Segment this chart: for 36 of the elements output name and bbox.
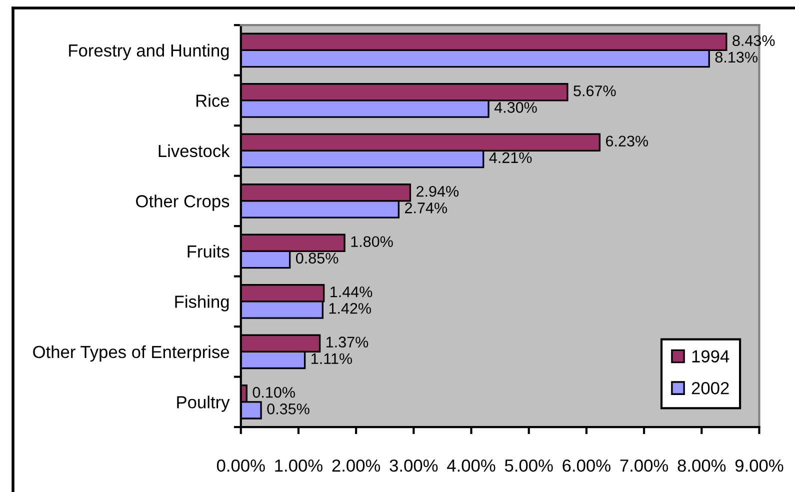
x-tick-label: 6.00% [562, 459, 610, 472]
data-label: 0.10% [252, 386, 295, 398]
x-tick-label: 7.00% [620, 459, 668, 472]
x-tick-label: 9.00% [735, 459, 784, 472]
y-tick-label: Livestock [158, 144, 230, 158]
y-tick-label: Fishing [175, 295, 229, 312]
legend-label: 2002 [692, 382, 729, 394]
x-tick-label: 0.00% [216, 459, 265, 472]
x-tick-label: 2.00% [332, 459, 380, 472]
y-tick-label: Fruits [188, 244, 230, 258]
y-tick-label: Rice [196, 94, 230, 107]
data-label: 1.42% [329, 303, 371, 314]
data-label: 2.74% [405, 202, 448, 214]
data-label: 1.37% [326, 336, 368, 348]
data-label: 0.35% [267, 404, 310, 414]
x-tick-label: 3.00% [390, 459, 438, 472]
data-label: 4.21% [489, 152, 532, 164]
data-label: 1.44% [330, 286, 372, 298]
data-label: 1.11% [312, 353, 352, 364]
x-tick-label: 4.00% [447, 459, 496, 472]
data-label: 6.23% [606, 136, 648, 147]
y-tick-label: Forestry and Hunting [69, 44, 229, 60]
data-label: 2.94% [416, 186, 459, 197]
data-label: 1.80% [351, 236, 393, 248]
x-tick-label: 5.00% [504, 459, 553, 472]
x-tick-label: 8.00% [678, 459, 726, 472]
data-label: 4.30% [494, 102, 537, 113]
data-label: 8.43% [732, 35, 775, 46]
y-tick-label: Other Types of Enterprise [33, 345, 230, 362]
data-label: 5.67% [574, 85, 616, 96]
data-label: 0.85% [296, 252, 338, 264]
y-tick-label: Other Crops [136, 194, 230, 211]
data-label: 8.13% [715, 52, 758, 63]
legend-label: 1994 [692, 350, 730, 363]
y-tick-label: Poultry [177, 396, 230, 412]
x-tick-label: 1.00% [275, 459, 322, 472]
